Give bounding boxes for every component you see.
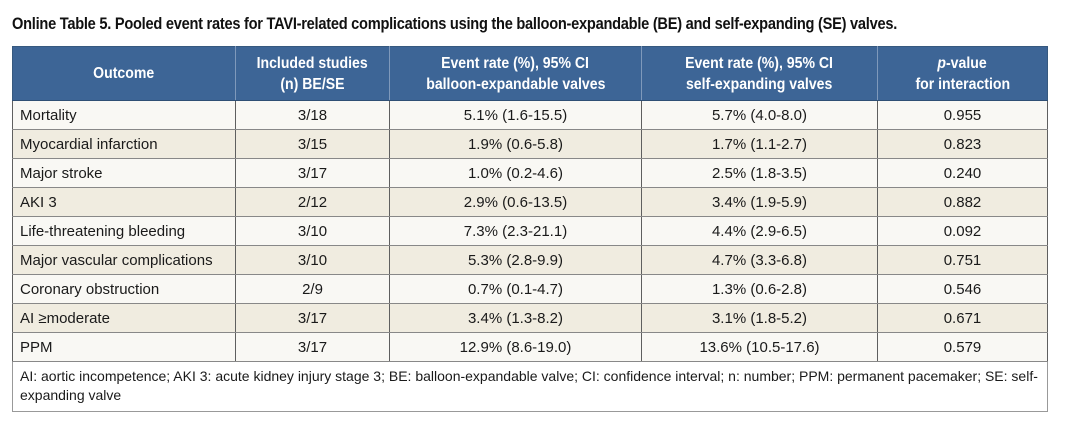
cell-p-value: 0.240 [877, 158, 1048, 188]
header-se-line1: Event rate (%), 95% CI [685, 54, 834, 72]
cell-se-event-rate: 4.7% (3.3-6.8) [641, 245, 878, 275]
cell-be-event-rate: 5.3% (2.8-9.9) [389, 245, 642, 275]
cell-be-event-rate: 5.1% (1.6-15.5) [389, 100, 642, 130]
cell-included-studies: 3/10 [235, 245, 390, 275]
table-row: Mortality 3/18 5.1% (1.6-15.5) 5.7% (4.0-8.… [12, 100, 1048, 130]
cell-included-studies: 3/10 [235, 216, 390, 246]
cell-se-event-rate: 4.4% (2.9-6.5) [641, 216, 878, 246]
cell-outcome: AKI 3 [12, 187, 236, 217]
cell-be-event-rate: 2.9% (0.6-13.5) [389, 187, 642, 217]
table-row: Major vascular complications 3/10 5.3% (2.… [12, 245, 1048, 275]
table-row: PPM 3/17 12.9% (8.6-19.0) 13.6% (10.5-17.6)… [12, 332, 1048, 362]
cell-included-studies: 2/9 [235, 274, 390, 304]
table-caption: Online Table 5. Pooled event rates for T… [12, 14, 898, 33]
cell-se-event-rate: 3.1% (1.8-5.2) [641, 303, 878, 333]
header-row: Outcome Included studies (n) BE/SE Event… [12, 46, 1048, 101]
header-be-line2: balloon-expandable valves [425, 75, 606, 93]
cell-p-value: 0.882 [877, 187, 1048, 217]
cell-p-value: 0.092 [877, 216, 1048, 246]
table-header: Outcome Included studies (n) BE/SE Event… [12, 46, 1048, 101]
cell-p-value: 0.955 [877, 100, 1048, 130]
cell-be-event-rate: 0.7% (0.1-4.7) [389, 274, 642, 304]
header-p-italic: p [937, 54, 947, 72]
cell-outcome: Myocardial infarction [12, 129, 236, 159]
header-studies-line2: (n) BE/SE [280, 75, 345, 93]
cell-included-studies: 3/17 [235, 158, 390, 188]
cell-outcome: Mortality [12, 100, 236, 130]
cell-included-studies: 3/17 [235, 303, 390, 333]
cell-be-event-rate: 1.0% (0.2-4.6) [389, 158, 642, 188]
cell-outcome: Life-threatening bleeding [12, 216, 236, 246]
table-footer: AI: aortic incompetence; AKI 3: acute ki… [12, 361, 1048, 412]
cell-p-value: 0.546 [877, 274, 1048, 304]
table-row: Life-threatening bleeding 3/10 7.3% (2.3-2… [12, 216, 1048, 246]
table-row: AI ≥moderate 3/17 3.4% (1.3-8.2) 3.1% (1.8-… [12, 303, 1048, 333]
cell-be-event-rate: 12.9% (8.6-19.0) [389, 332, 642, 362]
cell-included-studies: 3/17 [235, 332, 390, 362]
cell-se-event-rate: 1.3% (0.6-2.8) [641, 274, 878, 304]
cell-se-event-rate: 2.5% (1.8-3.5) [641, 158, 878, 188]
cell-outcome: Major stroke [12, 158, 236, 188]
table-body: Mortality 3/18 5.1% (1.6-15.5) 5.7% (4.0-8.… [12, 100, 1048, 362]
cell-se-event-rate: 13.6% (10.5-17.6) [641, 332, 878, 362]
cell-p-value: 0.579 [877, 332, 1048, 362]
header-included-studies: Included studies (n) BE/SE [235, 46, 390, 101]
outcomes-table: Outcome Included studies (n) BE/SE Event… [12, 46, 1048, 412]
cell-included-studies: 3/18 [235, 100, 390, 130]
cell-be-event-rate: 3.4% (1.3-8.2) [389, 303, 642, 333]
cell-outcome: Coronary obstruction [12, 274, 236, 304]
cell-se-event-rate: 5.7% (4.0-8.0) [641, 100, 878, 130]
table-row: Coronary obstruction 2/9 0.7% (0.1-4.7) 1.3… [12, 274, 1048, 304]
cell-p-value: 0.751 [877, 245, 1048, 275]
cell-included-studies: 3/15 [235, 129, 390, 159]
cell-p-value: 0.671 [877, 303, 1048, 333]
header-outcome: Outcome [12, 46, 236, 101]
header-se-line2: self-expanding valves [686, 75, 833, 93]
cell-se-event-rate: 3.4% (1.9-5.9) [641, 187, 878, 217]
header-studies-line1: Included studies [256, 54, 369, 72]
table-row: Major stroke 3/17 1.0% (0.2-4.6) 2.5% (1.8-… [12, 158, 1048, 188]
cell-se-event-rate: 1.7% (1.1-2.7) [641, 129, 878, 159]
header-p-value: p-value for interaction [877, 46, 1048, 101]
header-p-line2: for interaction [915, 75, 1010, 93]
cell-outcome: Major vascular complications [12, 245, 236, 275]
cell-outcome: AI ≥moderate [12, 303, 236, 333]
cell-outcome: PPM [12, 332, 236, 362]
cell-p-value: 0.823 [877, 129, 1048, 159]
footnote: AI: aortic incompetence; AKI 3: acute ki… [12, 361, 1048, 412]
header-p-line1: -value [946, 54, 988, 72]
cell-be-event-rate: 1.9% (0.6-5.8) [389, 129, 642, 159]
header-be-line1: Event rate (%), 95% CI [441, 54, 590, 72]
header-be-event-rate: Event rate (%), 95% CI balloon-expandabl… [389, 46, 642, 101]
table-row: AKI 3 2/12 2.9% (0.6-13.5) 3.4% (1.9-5.9) 0.… [12, 187, 1048, 217]
cell-included-studies: 2/12 [235, 187, 390, 217]
header-se-event-rate: Event rate (%), 95% CI self-expanding va… [641, 46, 878, 101]
table-row: Myocardial infarction 3/15 1.9% (0.6-5.8) 1… [12, 129, 1048, 159]
cell-be-event-rate: 7.3% (2.3-21.1) [389, 216, 642, 246]
footnote-row: AI: aortic incompetence; AKI 3: acute ki… [12, 361, 1048, 412]
